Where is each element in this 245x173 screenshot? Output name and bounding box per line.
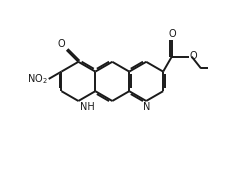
Text: N: N <box>143 102 150 112</box>
Text: O: O <box>58 39 65 49</box>
Text: O: O <box>189 51 197 61</box>
Text: NH: NH <box>80 102 95 112</box>
Text: NO$_2$: NO$_2$ <box>27 72 48 86</box>
Text: O: O <box>168 29 176 39</box>
